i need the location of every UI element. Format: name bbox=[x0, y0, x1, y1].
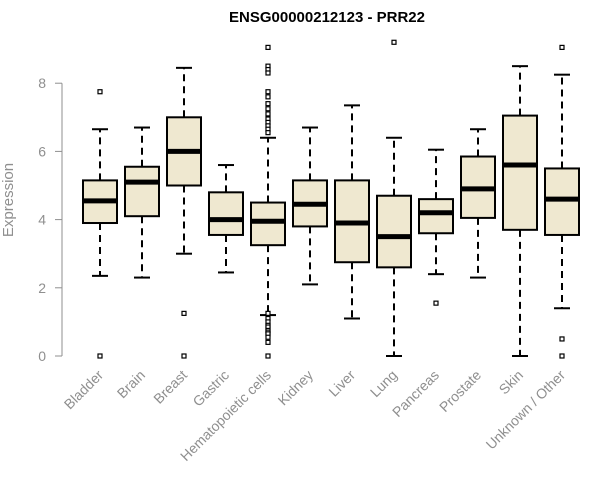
outlier-point bbox=[181, 353, 187, 359]
y-tick-label: 2 bbox=[38, 280, 46, 296]
box-iqr bbox=[544, 167, 580, 236]
outlier-point bbox=[391, 39, 397, 45]
outlier-point bbox=[265, 310, 271, 316]
outlier-point bbox=[265, 70, 271, 76]
outlier-point bbox=[265, 353, 271, 359]
outlier-point bbox=[265, 111, 271, 117]
y-tick-label: 0 bbox=[38, 348, 46, 364]
x-category-label: Pancreas bbox=[389, 367, 442, 420]
chart-title: ENSG00000212123 - PRR22 bbox=[229, 9, 425, 26]
x-category-label: Bladder bbox=[61, 367, 107, 413]
y-tick-label: 6 bbox=[38, 143, 46, 159]
x-category-label: Prostate bbox=[436, 367, 484, 415]
box-group bbox=[124, 126, 160, 279]
box-group bbox=[82, 89, 118, 359]
x-category-label: Lung bbox=[367, 367, 400, 400]
outlier-point bbox=[559, 336, 565, 342]
y-tick-label: 4 bbox=[38, 212, 46, 228]
outlier-point bbox=[433, 300, 439, 306]
outlier-point bbox=[265, 44, 271, 50]
outlier-point bbox=[559, 44, 565, 50]
box-group bbox=[208, 164, 244, 274]
outlier-point bbox=[265, 106, 271, 112]
box-iqr bbox=[376, 194, 412, 269]
outlier-point bbox=[265, 334, 271, 340]
outlier-point bbox=[97, 353, 103, 359]
box-group bbox=[544, 44, 580, 359]
box-group bbox=[292, 126, 328, 286]
outlier-point bbox=[265, 130, 271, 136]
x-category-label: Unknown / Other bbox=[483, 367, 569, 453]
box-group bbox=[166, 66, 202, 359]
outlier-point bbox=[265, 101, 271, 107]
boxes bbox=[82, 39, 580, 359]
outlier-point bbox=[265, 94, 271, 100]
box-group bbox=[376, 39, 412, 357]
outlier-point bbox=[559, 353, 565, 359]
outlier-point bbox=[265, 89, 271, 95]
x-category-label: Kidney bbox=[275, 367, 317, 409]
x-category-label: Skin bbox=[496, 367, 527, 398]
x-category-label: Liver bbox=[325, 367, 358, 400]
box-group bbox=[418, 148, 454, 306]
box-group bbox=[250, 44, 286, 359]
outlier-point bbox=[97, 89, 103, 95]
x-category-label: Brain bbox=[114, 367, 148, 401]
y-tick-label: 8 bbox=[38, 75, 46, 91]
box-iqr bbox=[502, 114, 538, 231]
x-category-label: Breast bbox=[150, 367, 190, 407]
outlier-point bbox=[181, 310, 187, 316]
outlier-point bbox=[265, 339, 271, 345]
box-iqr bbox=[124, 165, 160, 218]
box-group bbox=[460, 128, 496, 279]
box-group bbox=[334, 104, 370, 320]
box-iqr bbox=[208, 191, 244, 236]
y-axis: 0 2 4 6 8 bbox=[38, 75, 63, 364]
box-group bbox=[502, 65, 538, 357]
y-axis-label: Expression bbox=[0, 163, 17, 237]
box-iqr bbox=[418, 198, 454, 235]
box-iqr bbox=[250, 201, 286, 247]
